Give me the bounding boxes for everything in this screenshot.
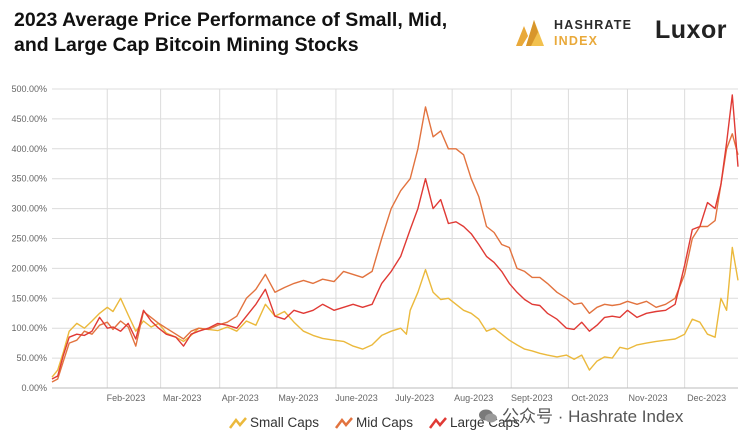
series-layer [51,94,739,383]
hashrate-index-mark-icon [516,20,544,46]
y-tick-label: 450.00% [11,114,47,124]
hashrate-index-logo-line1: HASHRATE [554,18,633,32]
x-tick-label: July-2023 [395,393,434,403]
chart-title-line2: and Large Cap Bitcoin Mining Stocks [14,34,359,56]
legend-swatch-large-caps [429,417,447,429]
x-tick-label: Oct-2023 [571,393,608,403]
watermark: 公众号 · Hashrate Index [478,402,683,427]
y-tick-label: 500.00% [11,84,47,94]
legend-label-small-caps: Small Caps [250,415,320,430]
series-line-small-caps [51,246,739,378]
y-tick-label: 350.00% [11,174,47,184]
chart-title-line1: 2023 Average Price Performance of Small,… [14,9,448,31]
axis-layer: 0.00% 50.00% 100.00% 150.00% 200.00% 250.00% 3… [11,84,738,403]
x-tick-label: Aug-2023 [454,393,493,403]
legend-label-large-caps: Large Caps [450,415,520,430]
y-tick-label: 100.00% [11,323,47,333]
x-tick-label: Mar-2023 [163,393,202,403]
series-line-mid-caps [51,106,739,383]
x-tick-label: Nov-2023 [629,393,668,403]
x-tick-label: Feb-2023 [107,393,146,403]
legend-swatch-small-caps [229,417,247,429]
y-tick-label: 50.00% [16,353,47,363]
y-tick-label: 250.00% [11,234,47,244]
series-line-large-caps [51,94,739,380]
y-tick-label: 400.00% [11,144,47,154]
hashrate-index-logo-line2: INDEX [554,34,599,48]
luxor-logo: Luxor [655,16,727,44]
x-tick-label: May-2023 [278,393,318,403]
x-tick-label: Sept-2023 [511,393,553,403]
hashrate-index-logo: HASHRATE INDEX [514,18,639,52]
watermark-text: 公众号 · Hashrate Index [502,407,684,426]
legend-label-mid-caps: Mid Caps [356,415,414,430]
y-tick-label: 0.00% [21,383,47,393]
x-tick-label: Apr-2023 [222,393,259,403]
wechat-icon [479,409,497,423]
x-tick-label: Dec-2023 [687,393,726,403]
y-tick-label: 150.00% [11,293,47,303]
grid-layer [52,88,738,389]
y-tick-label: 200.00% [11,263,47,273]
legend-swatch-mid-caps [335,417,353,429]
chart-title: 2023 Average Price Performance of Small,… [14,8,494,58]
y-tick-label: 300.00% [11,204,47,214]
x-tick-label: June-2023 [335,393,378,403]
